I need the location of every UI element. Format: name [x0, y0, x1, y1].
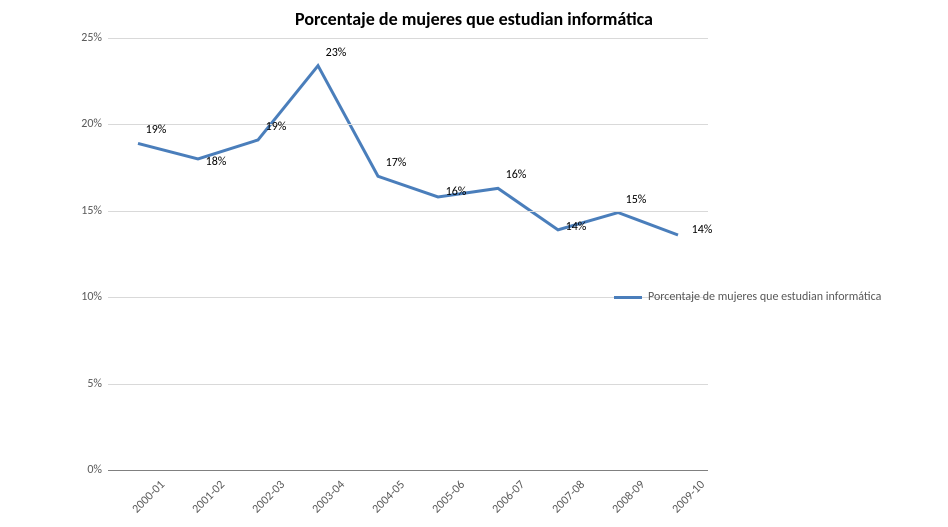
- x-tick-label: 2007-08: [550, 478, 588, 516]
- legend-label: Porcentaje de mujeres que estudian infor…: [648, 290, 881, 304]
- chart-container: Porcentaje de mujeres que estudian infor…: [0, 0, 948, 527]
- x-tick-label: 2003-04: [310, 478, 348, 516]
- data-label: 16%: [446, 185, 467, 199]
- chart-title: Porcentaje de mujeres que estudian infor…: [0, 8, 948, 30]
- gridline: [108, 211, 708, 212]
- y-tick-label: 5%: [87, 377, 108, 391]
- data-label: 14%: [566, 220, 587, 234]
- x-tick-label: 2009-10: [670, 478, 708, 516]
- x-tick-label: 2002-03: [250, 478, 288, 516]
- data-label: 16%: [506, 168, 527, 182]
- data-label: 15%: [626, 193, 647, 207]
- y-tick-label: 10%: [81, 290, 108, 304]
- x-tick-label: 2000-01: [130, 478, 168, 516]
- y-tick-label: 15%: [81, 204, 108, 218]
- data-label: 18%: [206, 155, 227, 169]
- data-label: 19%: [266, 120, 287, 134]
- legend-swatch: [614, 296, 642, 299]
- legend: Porcentaje de mujeres que estudian infor…: [614, 290, 881, 304]
- data-label: 14%: [692, 223, 713, 237]
- x-tick-label: 2001-02: [190, 478, 228, 516]
- data-label: 17%: [386, 156, 407, 170]
- series-line: [138, 66, 678, 235]
- y-tick-label: 0%: [87, 463, 108, 477]
- line-series-svg: [108, 38, 708, 470]
- data-label: 19%: [146, 123, 167, 137]
- plot-area: 0%5%10%15%20%25%2000-012001-022002-03200…: [108, 38, 708, 470]
- x-tick-label: 2008-09: [610, 478, 648, 516]
- gridline: [108, 38, 708, 39]
- data-label: 23%: [326, 46, 347, 60]
- gridline: [108, 124, 708, 125]
- y-tick-label: 20%: [81, 117, 108, 131]
- y-tick-label: 25%: [81, 31, 108, 45]
- x-tick-label: 2006-07: [490, 478, 528, 516]
- x-tick-label: 2005-06: [430, 478, 468, 516]
- gridline: [108, 384, 708, 385]
- x-tick-label: 2004-05: [370, 478, 408, 516]
- gridline: [108, 470, 708, 471]
